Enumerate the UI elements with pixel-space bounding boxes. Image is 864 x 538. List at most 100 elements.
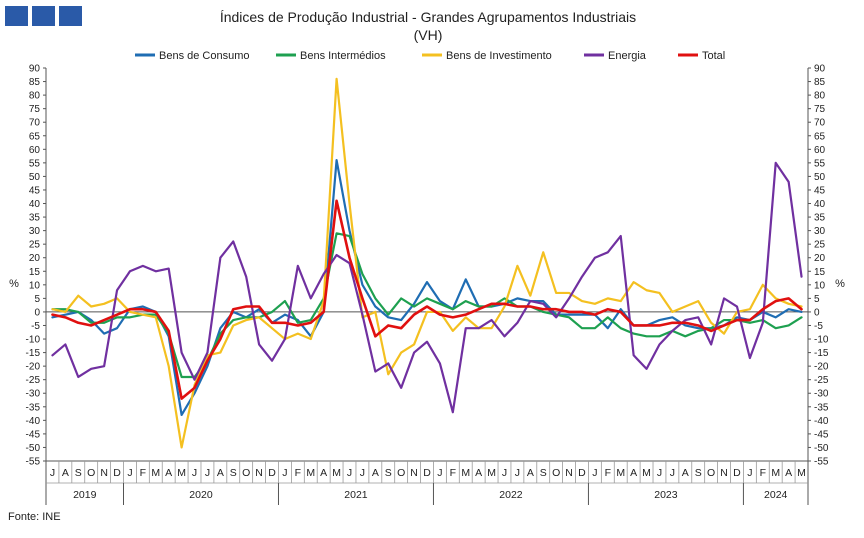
series-line: [51, 161, 803, 414]
y-tick-label-left: 75: [29, 104, 41, 115]
x-month-label: J: [670, 467, 675, 479]
y-tick-label-right: 10: [814, 280, 826, 291]
y-tick-label-right: -30: [814, 389, 829, 400]
x-month-label: S: [230, 467, 237, 479]
x-year-label: 2020: [189, 489, 213, 501]
x-month-label: M: [487, 467, 496, 479]
legend-label: Total: [702, 50, 725, 62]
y-tick-label-left: -40: [26, 416, 41, 427]
x-month-label: F: [760, 467, 766, 479]
x-month-label: D: [578, 467, 586, 479]
y-tick-label-left: 10: [29, 280, 41, 291]
x-month-label: N: [410, 467, 418, 479]
x-month-label: N: [255, 467, 263, 479]
x-month-label: J: [592, 467, 597, 479]
y-tick-label-left: 55: [29, 158, 41, 169]
chart-title: Índices de Produção Industrial - Grandes…: [220, 9, 636, 25]
x-month-label: F: [295, 467, 301, 479]
y-tick-label-right: 25: [814, 240, 826, 251]
x-month-label: J: [747, 467, 752, 479]
y-tick-label-left: 85: [29, 77, 41, 88]
x-month-label: J: [282, 467, 287, 479]
y-tick-label-left: 50: [29, 172, 41, 183]
x-month-label: N: [100, 467, 108, 479]
y-tick-label-right: 65: [814, 131, 826, 142]
x-month-label: A: [475, 467, 482, 479]
x-month-label: O: [87, 467, 95, 479]
x-month-label: O: [552, 467, 560, 479]
x-month-label: F: [450, 467, 456, 479]
y-tick-label-right: -35: [814, 402, 829, 413]
x-month-label: M: [306, 467, 315, 479]
x-month-label: A: [527, 467, 534, 479]
y-tick-label-left: 80: [29, 91, 41, 102]
y-tick-label-left: -35: [26, 402, 41, 413]
y-tick-label-right: -25: [814, 375, 829, 386]
x-month-label: J: [437, 467, 442, 479]
y-tick-label-right: -50: [814, 443, 829, 454]
x-month-label: S: [75, 467, 82, 479]
x-month-label: M: [332, 467, 341, 479]
y-tick-label-left: -45: [26, 429, 41, 440]
y-tick-label-left: 70: [29, 118, 41, 129]
x-month-label: M: [151, 467, 160, 479]
x-month-label: D: [733, 467, 741, 479]
x-month-label: J: [205, 467, 210, 479]
x-month-label: A: [165, 467, 172, 479]
x-month-label: A: [372, 467, 379, 479]
x-month-label: N: [565, 467, 573, 479]
y-tick-label-left: -5: [31, 321, 40, 332]
y-tick-label-left: -55: [26, 457, 41, 468]
y-tick-label-left: 25: [29, 240, 41, 251]
y-tick-label-left: -10: [26, 335, 41, 346]
legend-label: Bens de Consumo: [159, 50, 250, 62]
chart-subtitle: (VH): [414, 27, 443, 43]
y-tick-label-left: 35: [29, 213, 41, 224]
y-tick-label-right: 60: [814, 145, 826, 156]
y-tick-label-right: 55: [814, 158, 826, 169]
y-tick-label-right: 40: [814, 199, 826, 210]
x-month-label: J: [192, 467, 197, 479]
y-tick-label-left: 60: [29, 145, 41, 156]
y-tick-label-left: -20: [26, 362, 41, 373]
x-month-label: S: [695, 467, 702, 479]
y-tick-label-left: 20: [29, 253, 41, 264]
x-month-label: D: [113, 467, 121, 479]
y-tick-label-right: -15: [814, 348, 829, 359]
x-year-label: 2021: [344, 489, 368, 501]
x-month-label: N: [720, 467, 728, 479]
y-tick-label-right: 35: [814, 213, 826, 224]
series-line: [51, 232, 803, 379]
y-tick-label-right: -40: [814, 416, 829, 427]
y-tick-label-right: 5: [814, 294, 820, 305]
y-tick-label-left: 0: [34, 307, 40, 318]
x-month-label: O: [707, 467, 715, 479]
y-tick-label-right: 0: [814, 307, 820, 318]
y-tick-label-left: 45: [29, 185, 41, 196]
chart-legend: Bens de Consumo Bens Intermédios Bens de I…: [135, 50, 725, 62]
x-month-label: D: [423, 467, 431, 479]
y-tick-label-left: 30: [29, 226, 41, 237]
legend-label: Bens Intermédios: [300, 50, 386, 62]
y-tick-label-right: -10: [814, 335, 829, 346]
series-line: [51, 159, 803, 417]
x-month-label: F: [605, 467, 611, 479]
y-tick-label-left: -30: [26, 389, 41, 400]
x-month-label: M: [177, 467, 186, 479]
x-month-label: O: [242, 467, 250, 479]
x-month-label: J: [657, 467, 662, 479]
x-month-label: M: [771, 467, 780, 479]
x-month-label: A: [62, 467, 69, 479]
x-month-label: J: [127, 467, 132, 479]
x-month-label: M: [461, 467, 470, 479]
x-month-label: A: [630, 467, 637, 479]
logo-square: [32, 6, 55, 26]
legend-label: Energia: [608, 50, 647, 62]
x-month-label: A: [217, 467, 224, 479]
chart-axes: -55 -55-50 -50-45 -45-40 -40-35 -35-30 -30-25-…: [26, 64, 829, 505]
y-tick-label-left: -50: [26, 443, 41, 454]
ine-logo: [5, 6, 82, 26]
x-month-label: M: [642, 467, 651, 479]
x-month-label: M: [616, 467, 625, 479]
x-month-label: A: [320, 467, 327, 479]
